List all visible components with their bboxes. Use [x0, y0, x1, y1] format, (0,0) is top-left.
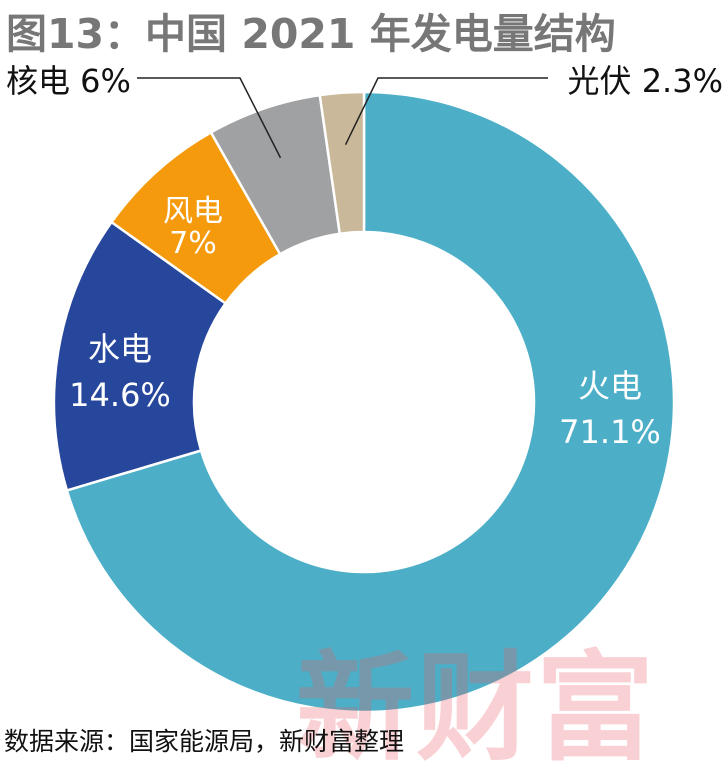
- source-note: 数据来源：国家能源局，新财富整理: [4, 727, 405, 756]
- label-hydro-value: 14.6%: [69, 376, 171, 414]
- label-solar: 光伏 2.3%: [568, 62, 723, 100]
- label-hydro-name: 水电: [88, 330, 152, 368]
- watermark: 新财富: [296, 638, 657, 777]
- slice-labels: 火电 71.1% 水电 14.6% 风电7% 核电 6% 光伏 2.3%: [6, 62, 723, 451]
- label-wind-value: 7%: [169, 226, 217, 261]
- label-thermal-name: 火电: [578, 367, 642, 405]
- label-nuclear: 核电 6%: [6, 62, 131, 100]
- slice-thermal: [65, 90, 676, 714]
- slices: [52, 90, 676, 714]
- slice-hydro: [52, 220, 228, 492]
- leader-line-solar: [344, 77, 548, 145]
- chart-title: 图13：中国 2021 年发电量结构: [6, 10, 616, 58]
- label-thermal-value: 71.1%: [559, 413, 661, 451]
- donut-chart: 火电 71.1% 水电 14.6% 风电7% 核电 6% 光伏 2.3%: [6, 62, 723, 714]
- slice-solar: [318, 90, 366, 236]
- label-wind-name: 风电: [163, 194, 223, 229]
- leader-line-nuclear: [137, 77, 282, 159]
